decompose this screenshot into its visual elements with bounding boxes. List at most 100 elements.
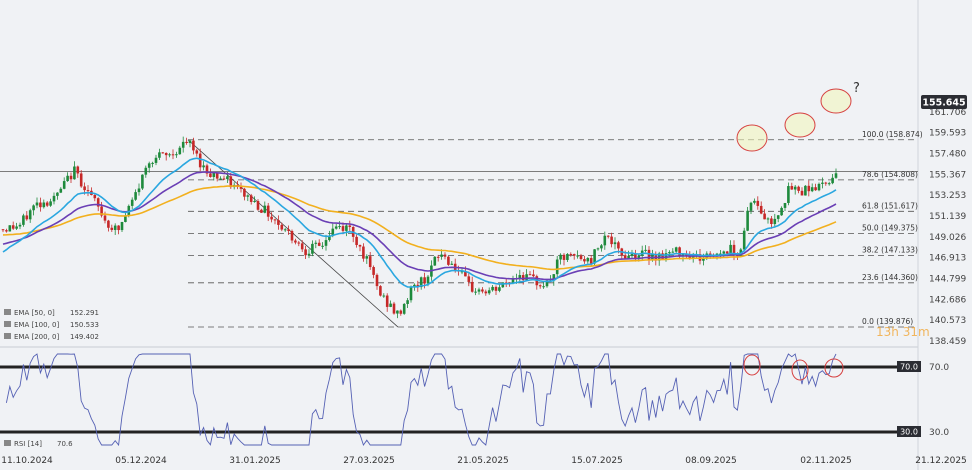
candle-body (494, 286, 498, 291)
candle-body (498, 287, 501, 291)
candle-body (776, 215, 780, 219)
candle-body (593, 249, 596, 264)
candle-body (532, 274, 535, 277)
y-tick-label: 140.573 (929, 316, 966, 326)
candle-body (83, 186, 86, 191)
candle-body (219, 178, 222, 180)
candle-body (52, 195, 56, 202)
current-price-label: 155.645 (922, 98, 965, 109)
candle-body (742, 230, 746, 250)
candle-body (202, 165, 205, 168)
candle-body (144, 167, 148, 175)
candle-body (766, 218, 770, 220)
candle-body (732, 244, 736, 256)
x-tick-label: 11.10.2024 (1, 456, 53, 466)
candle-body (243, 188, 246, 197)
candle-body (93, 195, 97, 199)
candle-body (345, 225, 348, 231)
candle-body (178, 147, 182, 155)
candle-body (552, 274, 556, 281)
candle-body (481, 289, 484, 292)
candle-body (817, 183, 821, 191)
candle-body (103, 215, 107, 221)
highlight-ellipse (736, 124, 768, 152)
candle-body (596, 248, 600, 250)
y-tick-label: 157.480 (929, 150, 966, 160)
candle-body (113, 225, 117, 230)
rsi-panel (0, 353, 897, 447)
candle-body (28, 210, 32, 220)
fib-level-label: 0.0 (139.876) (862, 317, 913, 326)
y-tick-label: 153.253 (929, 191, 966, 201)
fib-level-label: 78.6 (154.808) (862, 170, 918, 179)
current-price-tag: 155.645 (921, 95, 967, 109)
candle-body (56, 192, 59, 196)
candle-body (729, 244, 732, 254)
candle-body (294, 240, 297, 243)
candle-body (644, 249, 647, 251)
candle-body (790, 186, 794, 190)
x-tick-label: 21.05.2025 (457, 456, 509, 466)
candle-body (287, 229, 290, 231)
y-tick-label: 144.799 (929, 275, 966, 285)
fib-level-label: 23.6 (144.360) (862, 273, 918, 282)
candle-body (583, 259, 586, 262)
candle-body (100, 206, 103, 216)
candle-body (141, 174, 144, 189)
ema-100-value: 150.533 (70, 321, 99, 329)
candle-body (300, 243, 304, 250)
candle-body (634, 253, 637, 260)
candle-body (474, 291, 477, 293)
candle-body (807, 185, 811, 192)
candle-body (484, 291, 488, 294)
candle-body (270, 216, 273, 220)
candle-body (487, 290, 491, 294)
candle-body (821, 182, 824, 184)
rsi-axis-70: 70.0 (929, 363, 949, 373)
candle-body (464, 271, 467, 277)
candle-body (5, 230, 8, 232)
candle-body (447, 256, 450, 265)
candle-body (66, 175, 69, 182)
candle-body (606, 235, 610, 237)
candle-body (69, 175, 73, 180)
candle-body (137, 188, 141, 193)
candle-body (355, 236, 358, 245)
x-tick-label: 31.01.2025 (229, 456, 281, 466)
fib-level-label: 100.0 (158.874) (862, 130, 923, 139)
candle-body (467, 276, 471, 282)
candle-body (76, 166, 80, 174)
candle-body (331, 228, 335, 236)
candle-body (246, 195, 250, 197)
candle-body (824, 182, 828, 184)
y-tick-label: 138.459 (929, 337, 966, 347)
x-tick-label: 08.09.2025 (685, 456, 737, 466)
candle-body (562, 254, 566, 260)
candle-body (797, 186, 800, 191)
candle-body (722, 251, 726, 254)
candle-body (586, 258, 590, 262)
candle-body (18, 224, 22, 227)
candle-body (545, 280, 549, 287)
rsi-lower-tag-label: 30.0 (900, 428, 918, 437)
x-tick-label: 15.07.2025 (571, 456, 623, 466)
candle-body (181, 141, 185, 148)
candle-body (470, 281, 474, 292)
candle-body (168, 154, 171, 156)
candle-body (117, 225, 120, 231)
axes: 161.706 159.593 157.480 155.367 153.253 151.1… (1, 108, 967, 466)
candle-body (443, 254, 447, 257)
candle-body (623, 255, 627, 259)
x-tick-label: 27.03.2025 (343, 456, 395, 466)
candle-body (511, 279, 515, 283)
candle-body (164, 152, 168, 156)
candle-body (392, 303, 396, 314)
candle-body (96, 198, 100, 207)
ema-50-label: EMA [50, 0] (14, 309, 55, 317)
candle-body (304, 249, 307, 256)
ema-50-legend: EMA [50, 0] 152.291 (4, 309, 99, 317)
candle-body (188, 140, 192, 144)
candle-body (134, 192, 137, 200)
candle-body (617, 242, 620, 249)
